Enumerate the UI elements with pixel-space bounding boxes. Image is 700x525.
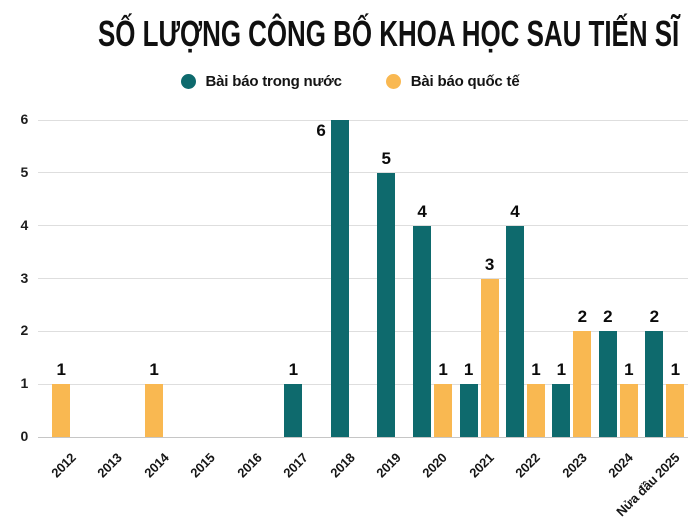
x-axis-label: 2020	[419, 450, 451, 481]
legend-label: Bài báo trong nước	[205, 73, 342, 90]
x-axis-label: 2012	[48, 450, 79, 481]
bar-value-label: 1	[556, 360, 567, 380]
bar	[598, 331, 617, 437]
legend-label: Bài báo quốc tế	[410, 73, 520, 90]
bar-value-label: 2	[577, 307, 588, 327]
bar	[434, 384, 453, 437]
gridline	[38, 278, 688, 279]
bar	[459, 384, 478, 437]
bar-value-label: 1	[56, 360, 66, 380]
y-axis-tick-label: 1	[20, 375, 29, 392]
x-axis-label: 2018	[326, 450, 358, 481]
x-axis-label: 2015	[187, 450, 219, 481]
bar-value-label: 1	[670, 360, 681, 380]
bar-value-label: 3	[484, 254, 495, 274]
x-axis-label: 2019	[373, 450, 404, 481]
bar	[480, 278, 499, 437]
bar	[413, 225, 432, 437]
bar-value-label: 1	[624, 360, 634, 380]
gridline	[38, 436, 688, 438]
x-axis-label: 2024	[605, 450, 637, 481]
bar	[377, 172, 396, 437]
legend-item: Bài báo quốc tế	[385, 73, 520, 90]
legend-item: Bài báo trong nước	[180, 73, 342, 90]
y-axis-tick-label: 6	[20, 111, 29, 127]
bar	[573, 331, 592, 437]
bar	[619, 384, 638, 437]
x-axis-label: 2017	[280, 450, 312, 481]
bar-value-label: 1	[463, 360, 474, 380]
x-axis-label: 2023	[559, 450, 590, 481]
legend-swatch-icon	[180, 74, 196, 89]
bar-value-label: 4	[417, 201, 427, 221]
x-axis-label: 2013	[94, 450, 126, 481]
bar-value-label: 6	[316, 121, 326, 140]
x-axis-label: 2022	[512, 450, 544, 481]
bar	[506, 225, 524, 437]
bar-value-label: 2	[649, 307, 660, 327]
x-axis-label: 2021	[466, 450, 497, 481]
bar	[552, 384, 571, 437]
legend-swatch-icon	[385, 74, 401, 89]
bar	[527, 384, 545, 437]
bar-value-label: 1	[149, 360, 159, 380]
bar-value-label: 1	[438, 360, 448, 380]
y-axis-tick-label: 5	[20, 163, 29, 180]
bar-value-label: 4	[510, 201, 520, 221]
y-axis-tick-label: 0	[20, 428, 29, 444]
bar	[330, 120, 349, 437]
bar	[284, 384, 303, 437]
gridline	[38, 383, 688, 385]
y-axis-tick-label: 2	[20, 322, 29, 339]
gridline	[38, 119, 688, 121]
bar-value-label: 2	[603, 307, 613, 327]
legend: Bài báo trong nước Bài báo quốc tế	[0, 73, 700, 90]
y-axis-tick-label: 4	[20, 216, 29, 233]
gridline	[38, 172, 688, 174]
bar-value-label: 5	[381, 148, 391, 168]
bar	[645, 331, 664, 437]
y-axis-tick-label: 3	[20, 269, 29, 286]
bar-value-label: 1	[531, 360, 541, 380]
bar	[666, 384, 685, 437]
x-axis-label: 2014	[141, 450, 172, 481]
bar	[145, 384, 164, 437]
bar	[52, 384, 71, 437]
gridline	[38, 330, 688, 332]
gridline	[38, 225, 688, 227]
bar-value-label: 1	[288, 360, 299, 380]
chart-title: SỐ LƯỢNG CÔNG BỐ KHOA HỌC SAU TIẾN SĨ	[97, 13, 680, 54]
x-axis-label: 2016	[234, 450, 265, 481]
